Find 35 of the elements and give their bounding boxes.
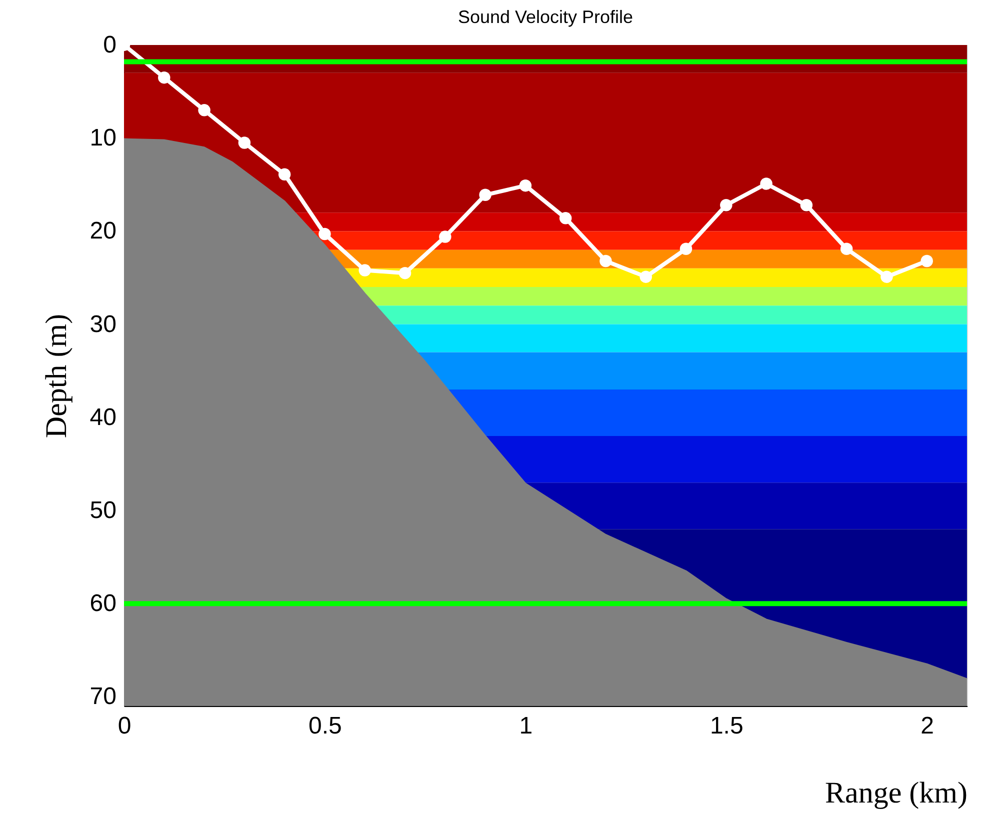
y-tick-label: 40 [90, 404, 116, 431]
x-axis-title: Range (km) [825, 776, 968, 810]
point [238, 136, 251, 149]
x-tick-label: 1.5 [710, 712, 744, 740]
y-tick-label: 70 [90, 683, 116, 710]
point [398, 266, 412, 280]
chart-title: Sound Velocity Profile [458, 7, 634, 27]
point [559, 212, 572, 224]
y-tick-label: 10 [90, 124, 116, 152]
point [358, 264, 371, 276]
point [840, 242, 853, 255]
x-tick-label: 0.5 [308, 712, 342, 740]
y-tick-label: 50 [90, 496, 116, 524]
point [318, 228, 331, 240]
y-tick-label: 60 [90, 590, 116, 618]
point [519, 179, 532, 192]
point [439, 230, 452, 243]
y-axis-title: Depth (m) [40, 314, 73, 438]
point [920, 254, 933, 268]
point [640, 270, 652, 283]
point [600, 254, 612, 268]
point [720, 199, 732, 212]
point [680, 242, 692, 255]
point [479, 188, 492, 201]
point [880, 270, 893, 283]
point [198, 104, 210, 116]
y-tick-label: 30 [90, 310, 116, 338]
y-tick-label: 20 [90, 218, 116, 245]
point [278, 168, 291, 181]
point [158, 71, 170, 84]
y-tick-label: 0 [103, 32, 116, 58]
point [800, 199, 813, 212]
x-tick-label: 2 [920, 712, 934, 740]
x-tick-label: 1 [519, 712, 533, 740]
point [760, 178, 772, 190]
